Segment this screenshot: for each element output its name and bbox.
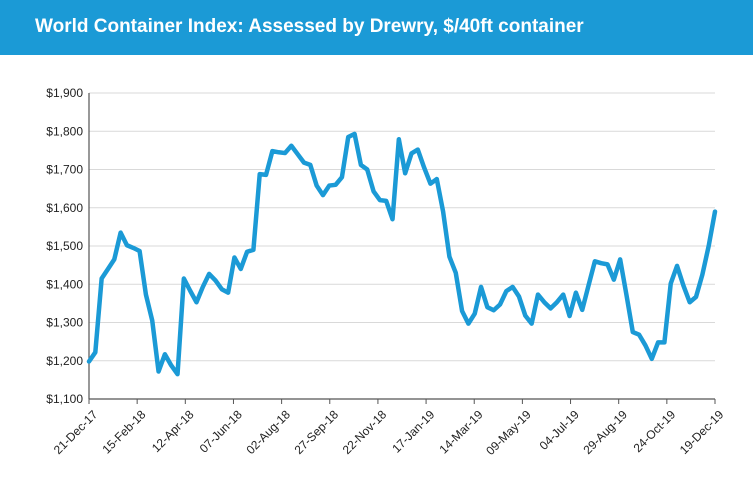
y-tick-label: $1,300 — [46, 316, 83, 330]
series-group — [86, 131, 718, 377]
x-tick-label: 07-Jun-18 — [197, 407, 245, 455]
grid-lines — [88, 92, 715, 400]
y-axis-ticks: $1,100 $1,200 $1,300 $1,400 $1,500 $1,600 $1,7… — [46, 86, 83, 406]
y-tick-label: $1,500 — [46, 239, 83, 253]
x-tick-label: 22-Nov-18 — [340, 407, 390, 457]
x-tick-label: 09-May-19 — [483, 407, 534, 458]
y-tick-label: $1,200 — [46, 354, 83, 368]
x-tick-label: 24-Oct-19 — [631, 407, 679, 455]
x-tick-label: 19-Dec-19 — [677, 407, 727, 457]
chart-title: World Container Index: Assessed by Drewr… — [35, 16, 584, 37]
x-axis-ticks: 21-Dec-17 15-Feb-18 12-Apr-18 07-Jun-1802-A… — [51, 399, 727, 458]
x-tick-label: 12-Apr-18 — [149, 407, 197, 455]
y-tick-label: $1,800 — [46, 124, 83, 138]
line-chart: $1,100 $1,200 $1,300 $1,400 $1,500 $1,600 $1,7… — [46, 86, 727, 458]
y-tick-label: $1,700 — [46, 163, 83, 177]
y-tick-label: $1,600 — [46, 201, 83, 215]
y-tick-label: $1,100 — [46, 392, 83, 406]
y-tick-label: $1,400 — [46, 277, 83, 291]
chart-header: World Container Index: Assessed by Drewr… — [0, 0, 753, 55]
x-tick-label: 02-Aug-18 — [243, 407, 293, 457]
x-tick-label: 04-Jul-19 — [537, 407, 583, 453]
x-tick-label: 15-Feb-18 — [99, 407, 148, 456]
series-line-0 — [86, 131, 718, 377]
x-tick-label: 14-Mar-19 — [437, 407, 486, 456]
x-tick-label: 27-Sep-18 — [292, 407, 342, 457]
x-tick-label: 29-Aug-19 — [581, 407, 631, 457]
x-tick-label: 21-Dec-17 — [51, 407, 101, 457]
x-tick-label: 17-Jan-19 — [389, 407, 437, 455]
chart-area: $1,100 $1,200 $1,300 $1,400 $1,500 $1,600 $1,7… — [0, 55, 753, 495]
y-tick-label: $1,900 — [46, 86, 83, 100]
